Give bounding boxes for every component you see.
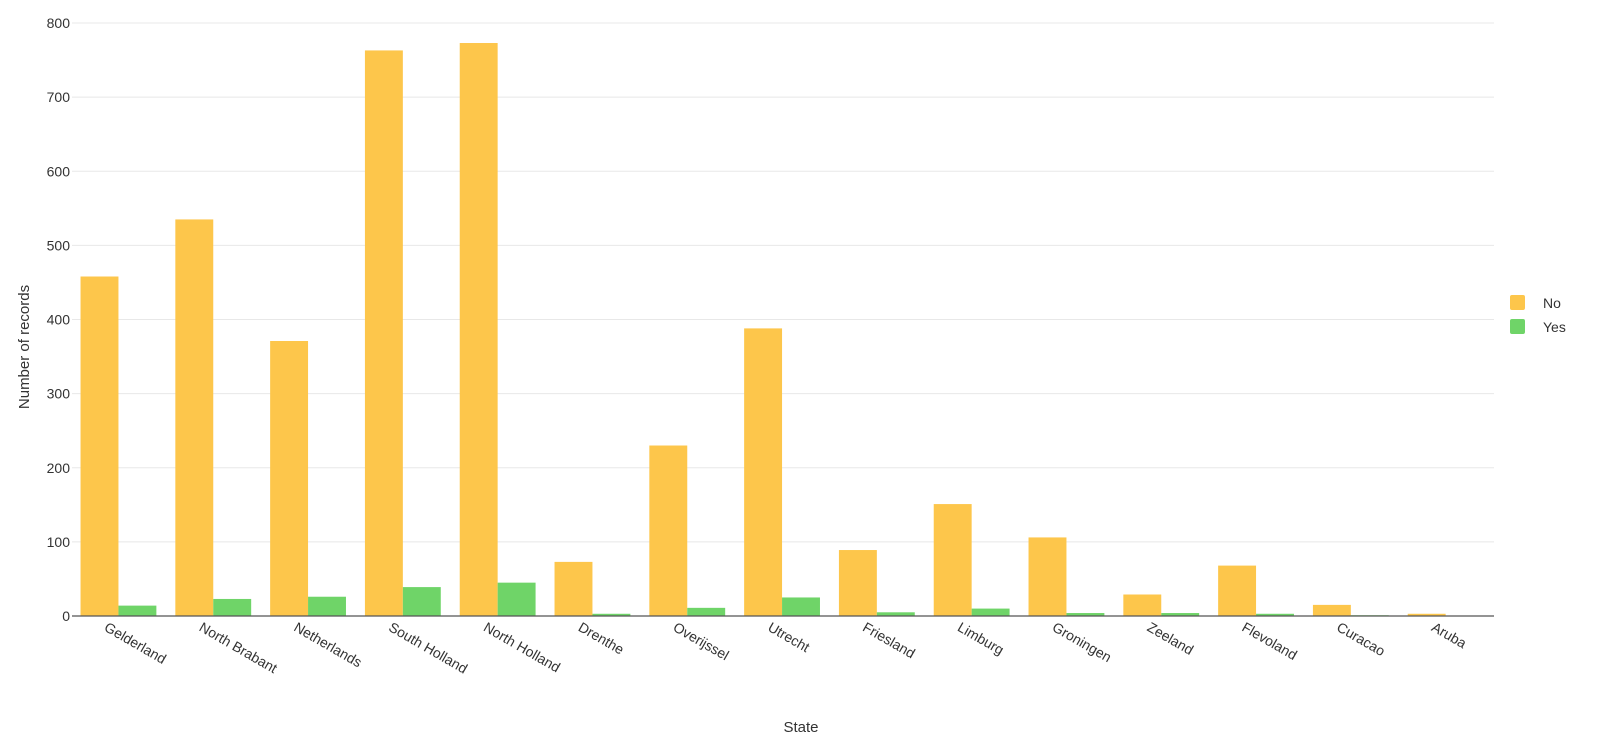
bar-no-aruba[interactable]	[1407, 613, 1446, 616]
bar-no-north-brabant[interactable]	[175, 219, 214, 616]
bar-no-limburg[interactable]	[933, 504, 972, 616]
legend-swatch-no[interactable]	[1510, 295, 1525, 310]
legend-swatch-yes[interactable]	[1510, 319, 1525, 334]
x-tick-label: North Brabant	[197, 619, 281, 676]
y-axis-title: Number of records	[16, 285, 33, 409]
gridlines	[72, 22, 1494, 543]
y-tick-label: 500	[47, 237, 71, 253]
bar-no-drenthe[interactable]	[554, 561, 593, 616]
x-axis-title: State	[783, 719, 818, 736]
bar-no-groningen[interactable]	[1028, 537, 1067, 616]
bar-no-flevoland[interactable]	[1218, 565, 1257, 616]
bar-no-overijssel[interactable]	[649, 445, 688, 616]
bar-yes-flevoland[interactable]	[1256, 613, 1294, 616]
y-tick-label: 200	[47, 460, 71, 476]
bar-yes-limburg[interactable]	[971, 608, 1010, 616]
x-tick-label: Groningen	[1050, 619, 1115, 666]
bar-yes-overijssel[interactable]	[687, 607, 726, 616]
bar-yes-groningen[interactable]	[1066, 613, 1105, 616]
bar-no-south-holland[interactable]	[364, 50, 403, 616]
y-tick-label: 0	[62, 608, 70, 624]
x-tick-label: Limburg	[955, 619, 1007, 658]
legend: No Yes	[1510, 295, 1566, 335]
y-tick-label: 400	[47, 312, 71, 328]
y-axis-ticks: 0 100 200 300 400 500 600 700 800	[47, 15, 71, 624]
bar-no-gelderland[interactable]	[80, 276, 119, 616]
y-tick-label: 600	[47, 163, 71, 179]
bar-no-zeeland[interactable]	[1123, 594, 1162, 616]
y-tick-label: 300	[47, 386, 71, 402]
bars	[80, 43, 1446, 617]
bar-yes-north-holland[interactable]	[497, 582, 536, 616]
bar-yes-utrecht[interactable]	[782, 597, 820, 616]
legend-label-no[interactable]: No	[1543, 295, 1561, 311]
x-tick-label: Curacao	[1334, 619, 1388, 659]
bar-yes-netherlands[interactable]	[308, 596, 346, 616]
y-tick-label: 800	[47, 15, 71, 31]
bar-no-utrecht[interactable]	[744, 328, 783, 616]
bar-yes-north-brabant[interactable]	[213, 598, 252, 616]
x-tick-label: Aruba	[1429, 619, 1470, 652]
bar-no-north-holland[interactable]	[459, 43, 498, 617]
bar-yes-south-holland[interactable]	[402, 587, 441, 616]
x-tick-label: Flevoland	[1239, 619, 1300, 663]
bar-yes-friesland[interactable]	[876, 612, 915, 616]
x-axis-ticks: Gelderland North Brabant Netherlands South …	[102, 619, 1470, 677]
legend-label-yes[interactable]: Yes	[1543, 319, 1566, 335]
y-tick-label: 100	[47, 534, 71, 550]
x-tick-label: Overijssel	[671, 619, 732, 664]
bar-no-friesland[interactable]	[838, 550, 877, 616]
x-tick-label: Friesland	[860, 619, 918, 662]
x-tick-label: South Holland	[386, 619, 470, 677]
x-tick-label: Gelderland	[102, 619, 169, 667]
bar-no-curacao[interactable]	[1312, 604, 1351, 616]
x-tick-label: Netherlands	[291, 619, 364, 671]
bar-no-netherlands[interactable]	[270, 340, 309, 616]
bar-yes-drenthe[interactable]	[592, 613, 631, 616]
y-tick-label: 700	[47, 89, 71, 105]
x-tick-label: Utrecht	[765, 619, 812, 655]
bar-yes-zeeland[interactable]	[1161, 613, 1200, 616]
x-tick-label: Drenthe	[576, 619, 627, 658]
bar-yes-gelderland[interactable]	[118, 605, 157, 616]
x-tick-label: Zeeland	[1145, 619, 1197, 658]
x-tick-label: North Holland	[481, 619, 563, 676]
